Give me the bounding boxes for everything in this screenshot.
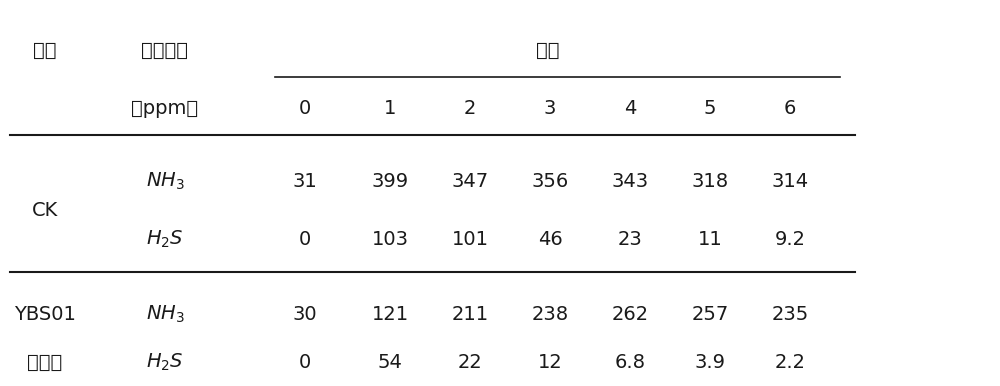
Text: $NH_3$: $NH_3$	[146, 171, 184, 192]
Text: 处理: 处理	[33, 41, 57, 60]
Text: 2.2: 2.2	[774, 353, 806, 372]
Text: （ppm）: （ppm）	[131, 98, 199, 118]
Text: 314: 314	[771, 172, 809, 191]
Text: 3.9: 3.9	[694, 353, 726, 372]
Text: 238: 238	[531, 305, 569, 324]
Text: $H_2S$: $H_2S$	[146, 229, 184, 250]
Text: 347: 347	[451, 172, 489, 191]
Text: $NH_3$: $NH_3$	[146, 304, 184, 325]
Text: 103: 103	[372, 230, 409, 249]
Text: 31: 31	[293, 172, 317, 191]
Text: 23: 23	[618, 230, 642, 249]
Text: 262: 262	[611, 305, 649, 324]
Text: 气体种类: 气体种类	[142, 41, 188, 60]
Text: 3: 3	[544, 98, 556, 118]
Text: 0: 0	[299, 353, 311, 372]
Text: YBS01: YBS01	[14, 305, 76, 324]
Text: 6.8: 6.8	[614, 353, 646, 372]
Text: 121: 121	[371, 305, 409, 324]
Text: 30: 30	[293, 305, 317, 324]
Text: 9.2: 9.2	[774, 230, 806, 249]
Text: CK: CK	[32, 201, 58, 220]
Text: 211: 211	[451, 305, 489, 324]
Text: 5: 5	[704, 98, 716, 118]
Text: 处理组: 处理组	[27, 353, 63, 372]
Text: 11: 11	[698, 230, 722, 249]
Text: 235: 235	[771, 305, 809, 324]
Text: 356: 356	[531, 172, 569, 191]
Text: 6: 6	[784, 98, 796, 118]
Text: 343: 343	[611, 172, 649, 191]
Text: 399: 399	[371, 172, 409, 191]
Text: 0: 0	[299, 230, 311, 249]
Text: 22: 22	[458, 353, 482, 372]
Text: 54: 54	[378, 353, 402, 372]
Text: 2: 2	[464, 98, 476, 118]
Text: 257: 257	[691, 305, 729, 324]
Text: $H_2S$: $H_2S$	[146, 352, 184, 374]
Text: 46: 46	[538, 230, 562, 249]
Text: 4: 4	[624, 98, 636, 118]
Text: 101: 101	[452, 230, 488, 249]
Text: 0: 0	[299, 98, 311, 118]
Text: 318: 318	[691, 172, 729, 191]
Text: 1: 1	[384, 98, 396, 118]
Text: 12: 12	[538, 353, 562, 372]
Text: 天数: 天数	[536, 41, 559, 60]
